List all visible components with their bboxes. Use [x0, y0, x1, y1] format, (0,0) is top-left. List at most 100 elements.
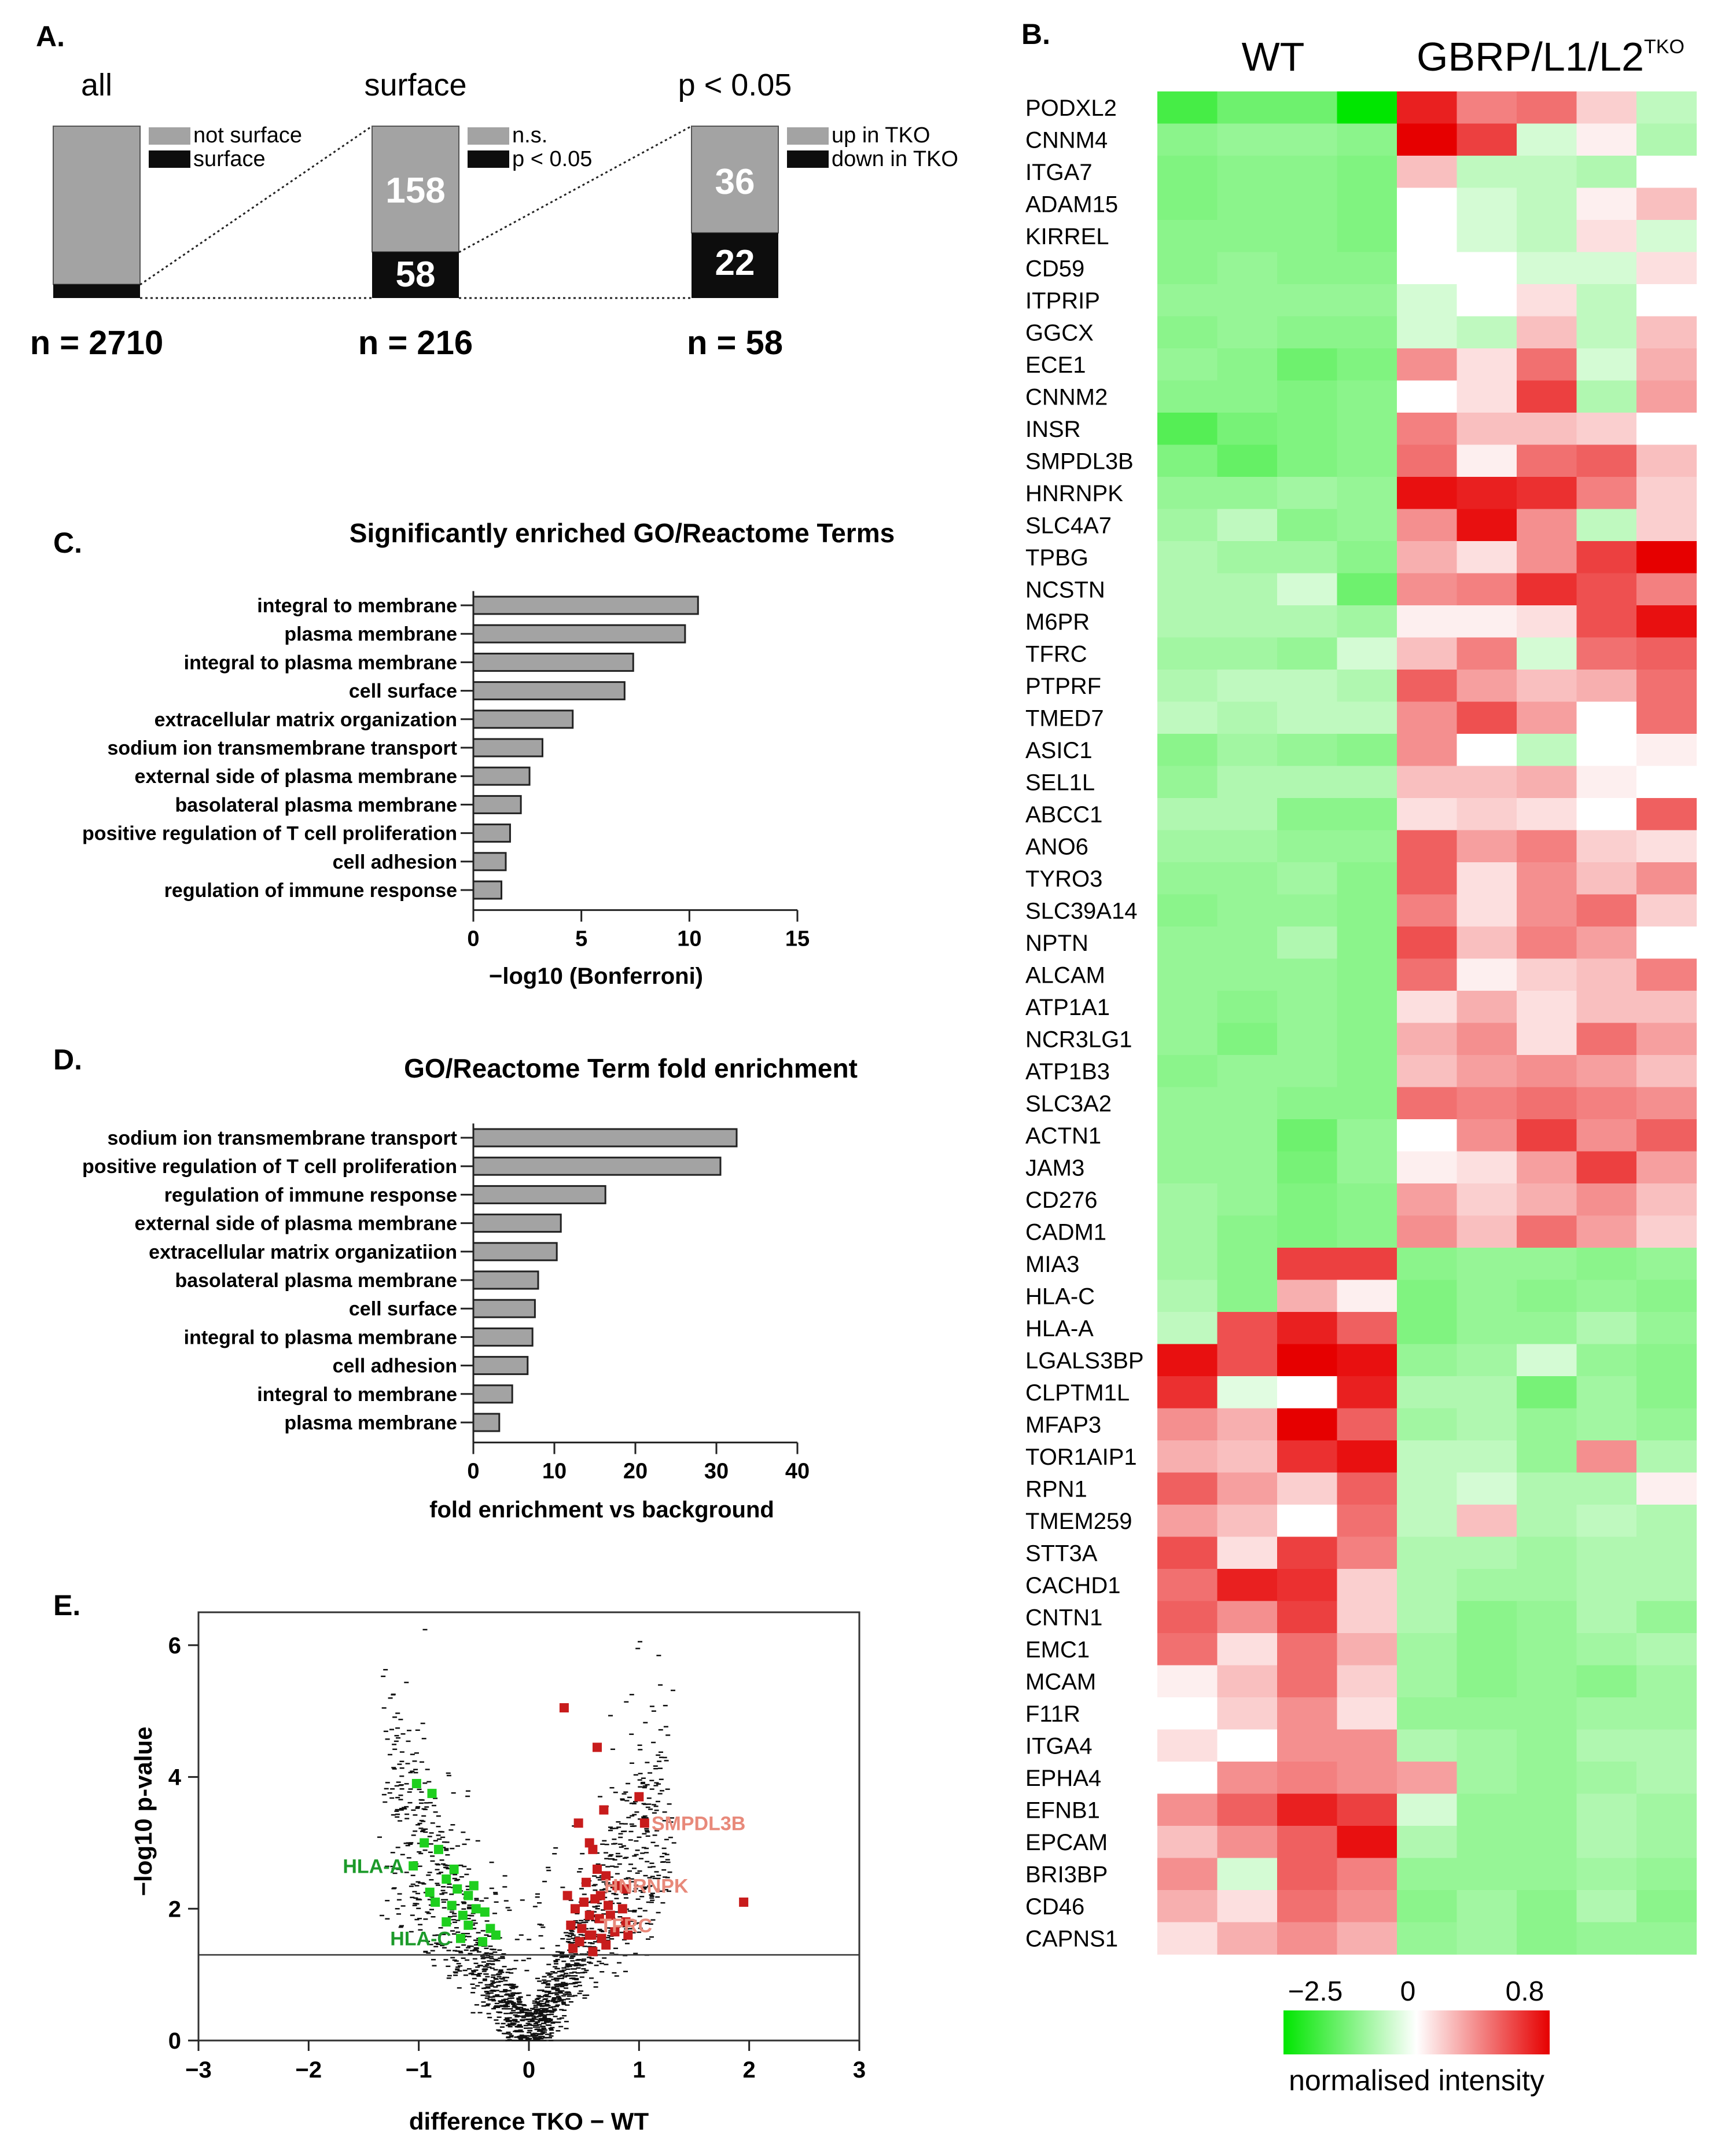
- heatmap-cell: [1277, 1408, 1338, 1441]
- heatmap-cell: [1457, 413, 1517, 446]
- bar-sig-up: [691, 126, 779, 234]
- heatmap-cell: [1636, 1023, 1697, 1056]
- up-point: [617, 1904, 627, 1914]
- heatmap-cell: [1337, 927, 1397, 959]
- heatmap-row-label: MCAM: [1025, 1669, 1096, 1694]
- heatmap-cell: [1576, 1183, 1637, 1216]
- up-point: [584, 1910, 594, 1920]
- category-label: cell surface: [349, 1298, 457, 1320]
- heatmap-cell: [1457, 541, 1517, 574]
- bar: [472, 595, 699, 615]
- down-point: [449, 1865, 459, 1874]
- heatmap-cell: [1636, 830, 1697, 863]
- heatmap-cell: [1636, 1762, 1697, 1795]
- down-point: [458, 1910, 468, 1920]
- heatmap-row-label: HLA-C: [1025, 1284, 1095, 1309]
- heatmap-cell: [1576, 1055, 1637, 1088]
- heatmap-cell: [1337, 1312, 1397, 1345]
- y-tick-label: 6: [168, 1633, 181, 1659]
- heatmap-cell: [1576, 444, 1637, 477]
- heatmap-cell: [1636, 509, 1697, 542]
- heatmap-cell: [1576, 1569, 1637, 1602]
- heatmap-cell: [1397, 1183, 1458, 1216]
- heatmap-cell: [1576, 316, 1637, 349]
- heatmap-cell: [1576, 1248, 1637, 1281]
- heatmap-cell: [1157, 1762, 1218, 1795]
- bar: [472, 1356, 529, 1376]
- heatmap-cell: [1636, 1344, 1697, 1377]
- heatmap-cell: [1337, 1408, 1397, 1441]
- heatmap-cell: [1157, 1087, 1218, 1120]
- heatmap-cell: [1457, 188, 1517, 220]
- heatmap-cell: [1277, 958, 1338, 991]
- down-point: [478, 1937, 488, 1947]
- heatmap-cell: [1157, 1472, 1218, 1505]
- heatmap-cell: [1457, 1858, 1517, 1891]
- heatmap-row-label: NCSTN: [1025, 577, 1105, 602]
- heatmap-cell: [1277, 1569, 1338, 1602]
- heatmap-cell: [1277, 284, 1338, 317]
- heatmap-cell: [1337, 1536, 1397, 1569]
- heatmap-cell: [1517, 284, 1577, 317]
- heatmap-cell: [1576, 1890, 1637, 1923]
- heatmap-cell: [1217, 1472, 1278, 1505]
- up-point: [568, 1943, 578, 1953]
- heatmap-cell: [1397, 188, 1458, 220]
- heatmap-row-label: ITGA4: [1025, 1733, 1093, 1759]
- heatmap-row-label: ALCAM: [1025, 962, 1105, 988]
- heatmap-cell: [1576, 1922, 1637, 1955]
- down-point: [471, 1904, 481, 1914]
- heatmap-cell: [1217, 1440, 1278, 1473]
- category-label: regulation of immune response: [164, 880, 457, 902]
- heatmap-cell: [1337, 156, 1397, 189]
- heatmap-cell: [1397, 1151, 1458, 1184]
- category-label: external side of plasma membrane: [135, 1213, 457, 1235]
- heatmap-cells: [1157, 91, 1697, 1955]
- heatmap-cell: [1397, 670, 1458, 703]
- heatmap-cell: [1576, 1440, 1637, 1473]
- heatmap-cell: [1157, 1601, 1218, 1634]
- heatmap-cell: [1517, 1440, 1577, 1473]
- down-point: [464, 1920, 473, 1930]
- heatmap-cell: [1277, 605, 1338, 638]
- panel-c-label: C.: [53, 527, 82, 559]
- heatmap-cell: [1576, 284, 1637, 317]
- heatmap-cell: [1277, 1183, 1338, 1216]
- down-point: [447, 1900, 457, 1910]
- down-point: [455, 1933, 465, 1943]
- heatmap-cell: [1636, 701, 1697, 734]
- x-tick-label: 2: [743, 2057, 756, 2083]
- heatmap-cell: [1157, 927, 1218, 959]
- heatmap-cell: [1157, 734, 1218, 767]
- bar-title-surface: surface: [364, 68, 466, 102]
- heatmap-cell: [1217, 220, 1278, 253]
- heatmap-cell: [1457, 123, 1517, 156]
- heatmap-cell: [1157, 1505, 1218, 1538]
- heatmap-cell: [1337, 1762, 1397, 1795]
- bar: [472, 738, 543, 758]
- heatmap-cell: [1277, 1312, 1338, 1345]
- heatmap-row-label: STT3A: [1025, 1541, 1098, 1566]
- heatmap-cell: [1157, 894, 1218, 927]
- chart-d-bars: [472, 1128, 738, 1432]
- bar: [472, 852, 507, 872]
- heatmap-cell: [1576, 1408, 1637, 1441]
- heatmap-cell: [1157, 156, 1218, 189]
- heatmap-cell: [1636, 894, 1697, 927]
- heatmap-cell: [1576, 958, 1637, 991]
- heatmap-cell: [1517, 444, 1577, 477]
- heatmap-cell: [1277, 1922, 1338, 1955]
- down-point: [442, 1917, 451, 1927]
- heatmap-cell: [1157, 1119, 1218, 1152]
- heatmap-cell: [1337, 1248, 1397, 1281]
- heatmap-cell: [1636, 1536, 1697, 1569]
- heatmap-row-label: NPTN: [1025, 931, 1088, 956]
- heatmap-cell: [1157, 1408, 1218, 1441]
- heatmap-cell: [1636, 1890, 1697, 1923]
- heatmap-cell: [1636, 1408, 1697, 1441]
- heatmap-cell: [1636, 1826, 1697, 1859]
- heatmap-cell: [1277, 188, 1338, 220]
- heatmap-cell: [1517, 927, 1577, 959]
- y-tick-label: 2: [168, 1896, 181, 1922]
- bar: [472, 1214, 562, 1233]
